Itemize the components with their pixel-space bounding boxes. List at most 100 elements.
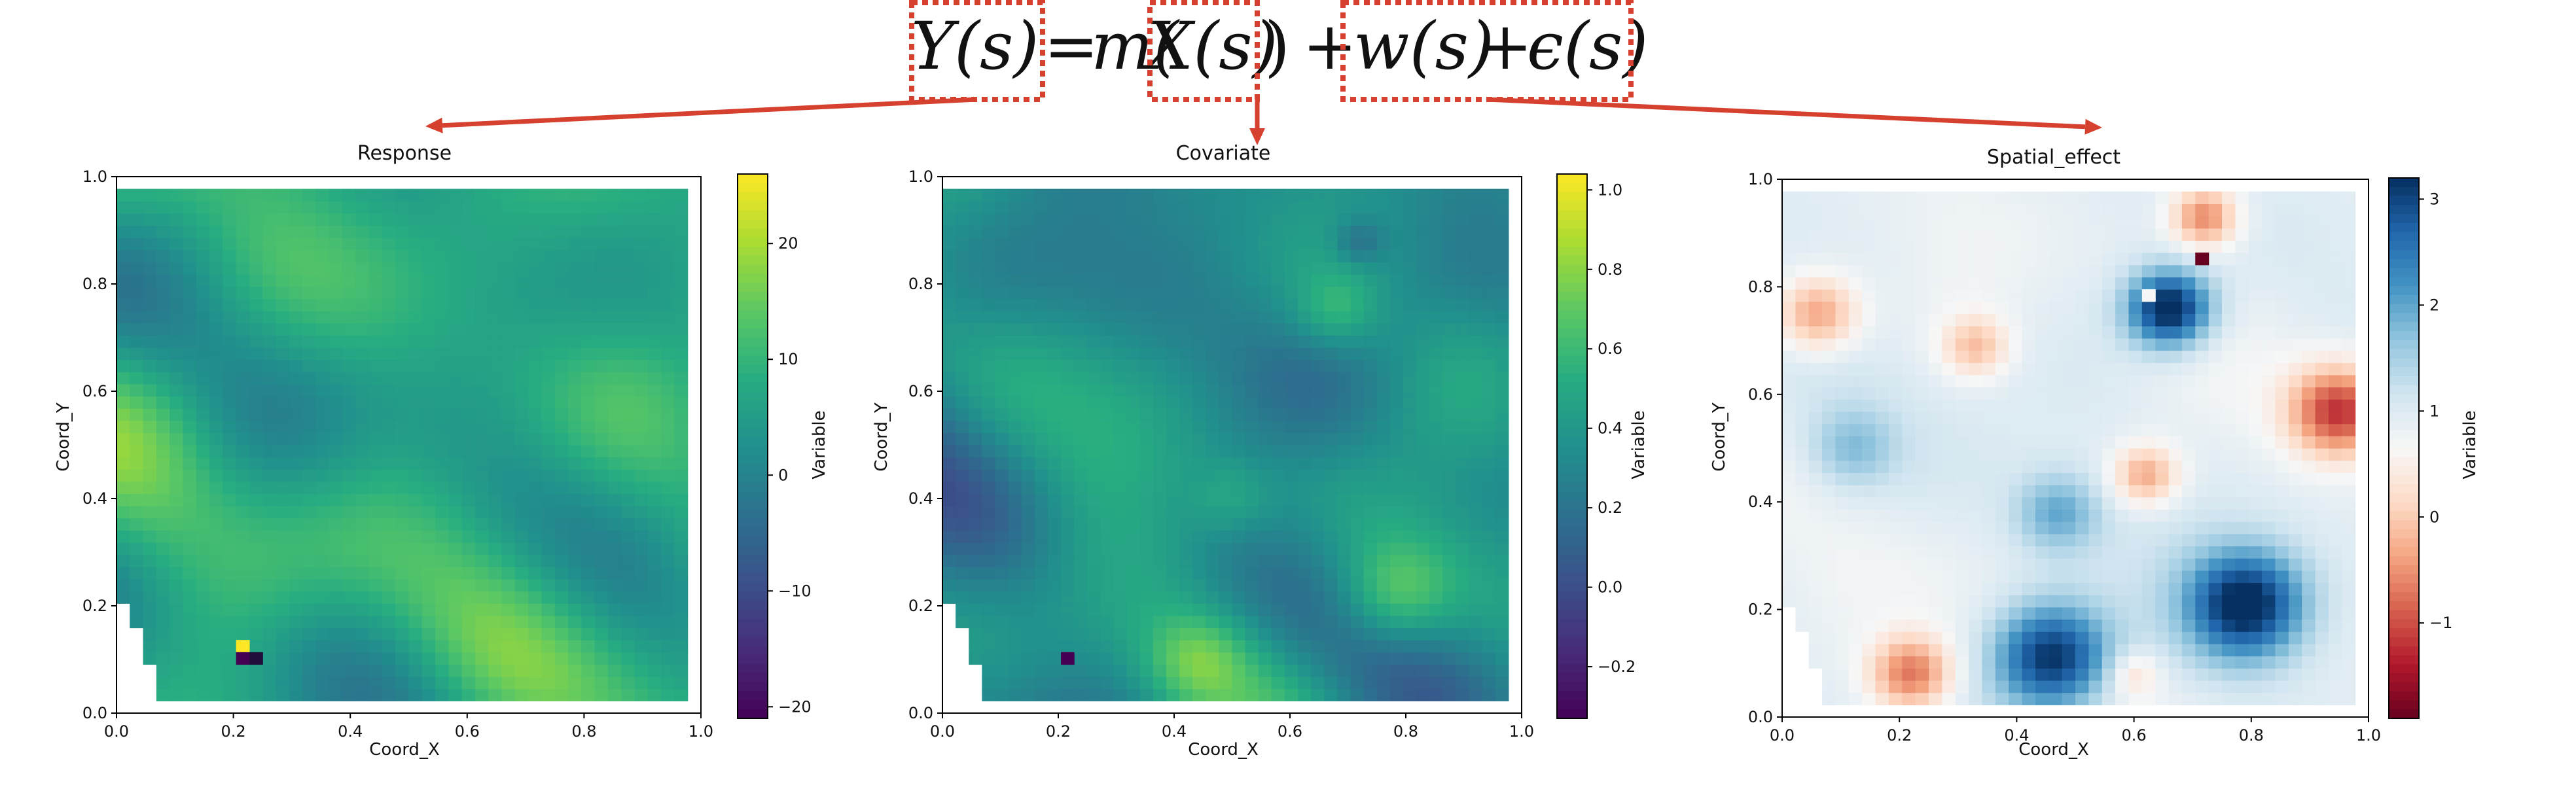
colorbar-segment: [738, 536, 768, 547]
equation-plus-1: +: [1302, 8, 1357, 84]
heatmap-cell: [342, 237, 356, 251]
heatmap-cell: [2262, 423, 2276, 436]
heatmap-cell: [461, 554, 476, 567]
heatmap-cell: [581, 359, 596, 372]
heatmap-cell: [1139, 542, 1154, 555]
heatmap-cell: [514, 542, 529, 555]
heatmap-cell: [1047, 274, 1062, 287]
heatmap-cell: [130, 517, 144, 531]
heatmap-cell: [223, 567, 237, 580]
heatmap-cell: [2262, 570, 2276, 584]
x-tick-label: 0.6: [455, 722, 480, 741]
covariate-panel: 0.0 0.2 0.4 0.6 0.8 1.00.00.20.40.60.81.01.00…: [908, 167, 1636, 741]
heatmap-cell: [1100, 347, 1115, 360]
heatmap-cell: [1034, 530, 1048, 543]
heatmap-cell: [594, 591, 609, 604]
heatmap-cell: [143, 383, 157, 397]
heatmap-cell: [196, 506, 210, 519]
heatmap-cell: [2168, 509, 2183, 522]
heatmap-cell: [2009, 692, 2023, 705]
heatmap-cell: [209, 530, 223, 543]
heatmap-cell: [1469, 372, 1483, 385]
heatmap-cell: [2062, 606, 2076, 620]
heatmap-cell: [2022, 448, 2036, 461]
heatmap-cell: [956, 408, 969, 421]
heatmap-cell: [2141, 521, 2156, 535]
heatmap-cell: [276, 554, 290, 567]
heatmap-cell: [2022, 668, 2036, 681]
heatmap-cell: [355, 517, 370, 531]
heatmap-cell: [1995, 472, 2009, 485]
heatmap-cell: [568, 554, 582, 567]
heatmap-cell: [568, 323, 582, 336]
heatmap-cell: [1808, 570, 1823, 584]
heatmap-cell: [1942, 631, 1956, 644]
heatmap-cell: [488, 420, 503, 433]
heatmap-cell: [1350, 213, 1365, 226]
heatmap-cell: [1429, 517, 1443, 531]
heatmap-cell: [461, 311, 476, 324]
heatmap-cell: [1311, 469, 1325, 482]
heatmap-cell: [554, 323, 569, 336]
heatmap-cell: [474, 347, 489, 360]
heatmap-cell: [1153, 323, 1167, 336]
heatmap-cell: [956, 493, 969, 506]
heatmap-cell: [368, 372, 383, 385]
heatmap-cell: [2102, 374, 2116, 388]
heatmap-cell: [1298, 298, 1312, 311]
heatmap-cell: [2275, 472, 2289, 485]
heatmap-cell: [647, 627, 662, 640]
heatmap-cell: [461, 213, 476, 226]
heatmap-cell: [514, 688, 529, 701]
heatmap-cell: [1822, 595, 1836, 608]
heatmap-cell: [342, 225, 356, 238]
heatmap-cell: [1995, 362, 2009, 376]
heatmap-cell: [661, 420, 675, 433]
heatmap-cell: [1113, 445, 1128, 458]
heatmap-cell: [421, 567, 436, 580]
heatmap-cell: [2115, 497, 2130, 510]
heatmap-cell: [1337, 542, 1351, 555]
heatmap-cell: [2155, 411, 2170, 425]
heatmap-cell: [942, 225, 956, 238]
heatmap-cell: [1795, 423, 1810, 436]
heatmap-cell: [1245, 383, 1259, 397]
heatmap-cell: [289, 225, 303, 238]
heatmap-cell: [2022, 436, 2036, 449]
heatmap-cell: [2248, 485, 2263, 498]
heatmap-cell: [196, 554, 210, 567]
heatmap-cell: [2022, 423, 2036, 436]
heatmap-cell: [942, 420, 956, 433]
heatmap-cell: [2288, 387, 2302, 400]
heatmap-cell: [982, 457, 996, 470]
heatmap-cell: [1061, 567, 1075, 580]
heatmap-cell: [647, 408, 662, 421]
heatmap-cell: [1034, 249, 1048, 263]
colorbar-segment: [1557, 527, 1587, 538]
heatmap-cell: [2315, 680, 2329, 693]
heatmap-cell: [1888, 497, 1903, 510]
heatmap-cell-extreme: [236, 652, 250, 665]
heatmap-cell: [674, 420, 689, 433]
heatmap-cell: [2141, 643, 2156, 657]
heatmap-cell: [488, 506, 503, 519]
heatmap-cell: [395, 335, 410, 348]
heatmap-cell: [674, 274, 689, 287]
heatmap-cell: [2155, 680, 2170, 693]
heatmap-cell: [2048, 374, 2063, 388]
heatmap-cell: [942, 274, 956, 287]
heatmap-cell: [2102, 362, 2116, 376]
heatmap-cell: [143, 420, 157, 433]
heatmap-cell: [2235, 668, 2249, 681]
heatmap-cell: [1782, 558, 1796, 571]
heatmap-cell: [1456, 469, 1470, 482]
heatmap-cell: [2062, 595, 2076, 608]
heatmap-cell: [1298, 506, 1312, 519]
heatmap-cell: [2262, 692, 2276, 705]
heatmap-cell: [355, 652, 370, 665]
heatmap-cell: [514, 603, 529, 616]
heatmap-cell: [1442, 530, 1457, 543]
heatmap-cell: [1245, 323, 1259, 336]
heatmap-cell: [1429, 567, 1443, 580]
heatmap-cell: [1324, 615, 1338, 629]
